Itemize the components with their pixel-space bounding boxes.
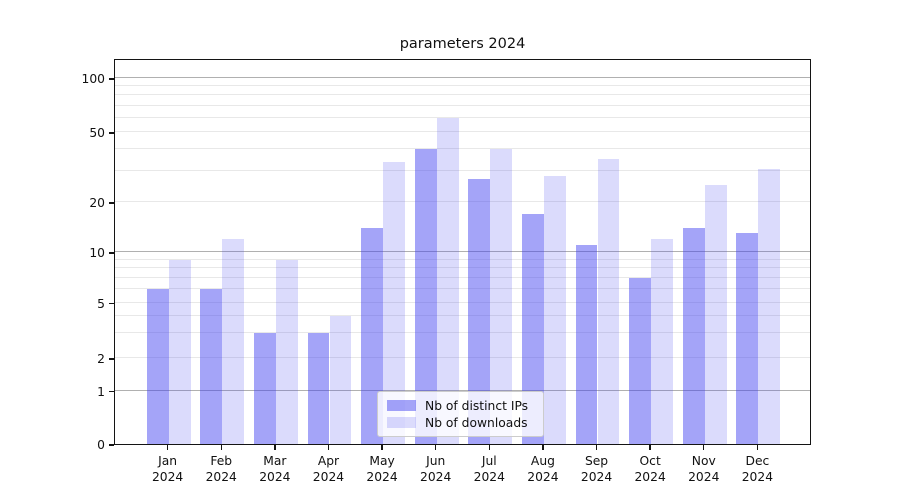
gridline-minor-90 <box>115 85 810 87</box>
legend-swatch-distinct-ips <box>387 400 416 411</box>
bar-jul-downloads <box>490 149 513 444</box>
bar-apr-downloads <box>329 316 352 444</box>
x-tick-mark-jun <box>434 445 437 450</box>
bar-jan-distinct-ips <box>146 289 169 444</box>
y-tick-mark-20 <box>109 202 114 204</box>
legend-item-downloads: Nb of downloads <box>387 414 535 431</box>
gridline-minor-40 <box>115 148 810 150</box>
gridline-major-1 <box>115 389 810 391</box>
gridline-minor-6 <box>115 288 810 290</box>
bar-feb-distinct-ips <box>200 289 223 444</box>
legend: Nb of distinct IPs Nb of downloads <box>377 391 544 437</box>
y-tick-mark-1 <box>109 390 114 393</box>
gridline-minor-50 <box>115 131 810 132</box>
y-tick-label-1: 1 <box>97 384 105 399</box>
x-tick-mark-oct <box>649 445 651 450</box>
bar-aug-downloads <box>544 176 566 444</box>
x-tick-label-mar-2024: Mar 2024 <box>259 454 291 485</box>
bar-dec-distinct-ips <box>736 233 759 444</box>
x-tick-mark-nov <box>703 445 705 450</box>
y-tick-label-100: 100 <box>81 72 105 86</box>
y-tick-label-50: 50 <box>89 126 105 140</box>
x-tick-mark-jul <box>488 445 490 450</box>
x-tick-label-may-2024: May 2024 <box>366 454 398 485</box>
x-tick-label-aug-2024: Aug 2024 <box>527 454 559 485</box>
y-tick-mark-2 <box>109 358 114 360</box>
x-tick-label-jul-2024: Jul 2024 <box>473 454 505 485</box>
y-tick-mark-50 <box>109 132 114 134</box>
y-tick-label-10: 10 <box>89 246 105 260</box>
gridline-minor-30 <box>115 170 810 172</box>
x-tick-label-oct-2024: Oct 2024 <box>634 454 666 485</box>
x-tick-label-feb-2024: Feb 2024 <box>205 454 237 485</box>
bar-jun-downloads <box>436 117 459 444</box>
y-tick-mark-10 <box>109 252 114 254</box>
legend-item-distinct-ips: Nb of distinct IPs <box>387 397 535 414</box>
gridline-minor-60 <box>115 116 810 118</box>
bar-feb-downloads <box>222 238 245 444</box>
bar-oct-downloads <box>651 238 674 444</box>
bar-may-downloads <box>383 161 405 444</box>
bar-may-distinct-ips <box>361 227 383 444</box>
x-tick-mark-sep <box>595 445 598 450</box>
x-tick-label-nov-2024: Nov 2024 <box>688 454 720 485</box>
x-tick-mark-aug <box>542 445 544 450</box>
bar-jun-distinct-ips <box>414 149 437 444</box>
chart-title: parameters 2024 <box>399 36 526 52</box>
bar-nov-downloads <box>704 185 727 444</box>
x-tick-mark-apr <box>327 445 330 450</box>
bar-mar-distinct-ips <box>253 333 276 444</box>
gridline-minor-8 <box>115 267 810 269</box>
gridline-minor-4 <box>115 315 810 317</box>
bar-aug-distinct-ips <box>522 213 544 444</box>
x-tick-label-sep-2024: Sep 2024 <box>580 454 613 485</box>
x-tick-mark-jan <box>166 445 169 450</box>
y-tick-mark-5 <box>109 302 114 305</box>
x-tick-label-apr-2024: Apr 2024 <box>312 454 345 485</box>
bar-oct-distinct-ips <box>629 278 652 444</box>
bar-dec-downloads <box>758 168 781 444</box>
gridline-major-10 <box>115 251 810 252</box>
bar-sep-downloads <box>597 159 620 444</box>
x-tick-label-jan-2024: Jan 2024 <box>151 454 184 485</box>
gridline-minor-3 <box>115 332 810 334</box>
legend-swatch-downloads <box>387 417 416 428</box>
y-tick-mark-0 <box>109 444 114 446</box>
bar-mar-downloads <box>275 259 298 444</box>
x-tick-mark-feb <box>220 445 222 450</box>
gridline-major-100 <box>115 77 810 78</box>
gridline-minor-80 <box>115 94 810 96</box>
bar-nov-distinct-ips <box>682 227 705 444</box>
y-tick-label-2: 2 <box>97 352 105 366</box>
bar-apr-distinct-ips <box>307 333 330 444</box>
gridline-minor-2 <box>115 357 810 358</box>
gridline-minor-7 <box>115 277 810 278</box>
y-tick-label-0: 0 <box>97 438 105 452</box>
gridline-minor-9 <box>115 258 810 260</box>
y-tick-label-20: 20 <box>89 196 105 210</box>
bar-sep-distinct-ips <box>575 245 598 444</box>
gridline-minor-20 <box>115 201 810 202</box>
bar-jul-distinct-ips <box>468 179 491 444</box>
x-tick-mark-dec <box>756 445 759 450</box>
gridline-minor-70 <box>115 104 810 106</box>
x-tick-label-dec-2024: Dec 2024 <box>741 454 774 485</box>
y-tick-mark-100 <box>109 78 114 80</box>
x-tick-mark-may <box>381 445 383 450</box>
x-tick-label-jun-2024: Jun 2024 <box>420 454 452 485</box>
y-tick-label-5: 5 <box>97 296 105 311</box>
gridline-minor-5 <box>115 301 810 303</box>
x-tick-mark-mar <box>274 445 276 450</box>
bar-jan-downloads <box>168 259 191 444</box>
legend-label-downloads: Nb of downloads <box>425 415 528 430</box>
plot-area: Nb of distinct IPs Nb of downloads <box>114 59 811 445</box>
legend-label-distinct-ips: Nb of distinct IPs <box>425 398 529 413</box>
